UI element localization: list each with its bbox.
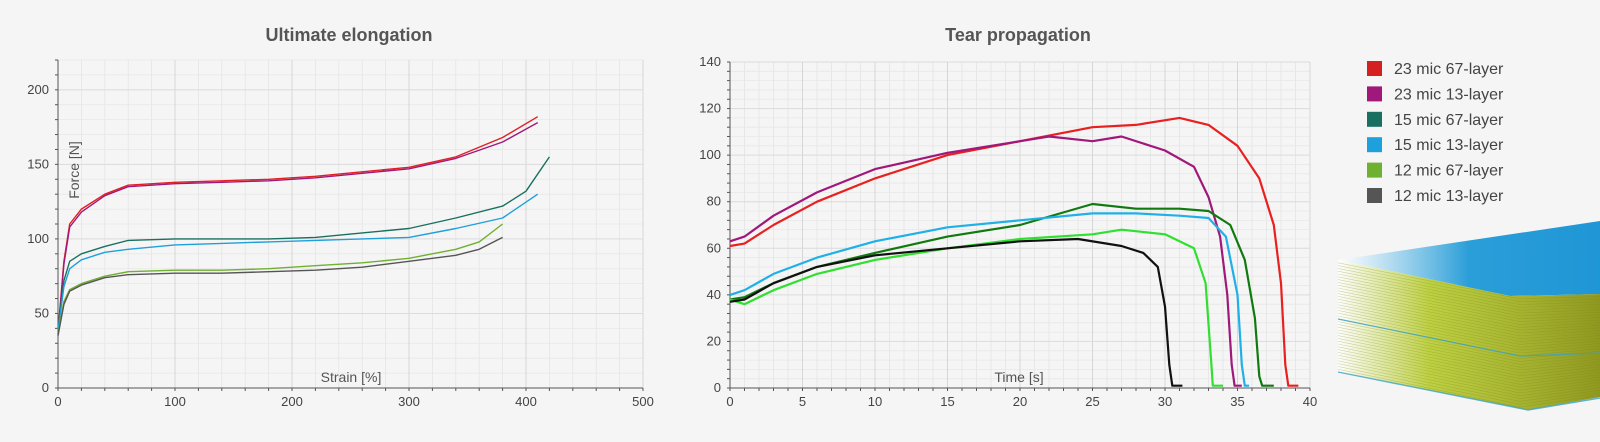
x-tick-label: 10 <box>868 394 882 409</box>
y-tick-label: 0 <box>42 380 49 395</box>
x-tick-label: 0 <box>726 394 733 409</box>
x-tick-label: 15 <box>940 394 954 409</box>
legend-swatch <box>1367 112 1382 127</box>
x-tick-label: 20 <box>1013 394 1027 409</box>
y-tick-label: 100 <box>699 147 721 162</box>
chart-ultimate-elongation: Ultimate elongation 0 100 200 300 400 500 0 50 1… <box>27 25 654 409</box>
legend: 23 mic 67-layer 23 mic 13-layer 15 mic 67-… <box>1367 61 1504 205</box>
legend-label: 23 mic 13-layer <box>1394 86 1504 103</box>
legend-swatch <box>1367 86 1382 101</box>
legend-swatch <box>1367 188 1382 203</box>
chart-tear-propagation: Tear propagation 0 5 10 15 20 25 30 35 40 0 20 40 60… <box>699 25 1317 409</box>
legend-swatch <box>1367 137 1382 152</box>
series-line <box>730 239 1182 386</box>
x-tick-label: 40 <box>1303 394 1317 409</box>
y-tick-label: 120 <box>699 101 721 116</box>
x-tick-label: 300 <box>398 394 420 409</box>
x-tick-label: 100 <box>164 394 186 409</box>
chart-title: Ultimate elongation <box>265 25 432 45</box>
legend-label: 12 mic 13-layer <box>1394 188 1504 205</box>
y-tick-label: 80 <box>707 194 721 209</box>
y-tick-label: 200 <box>27 82 49 97</box>
y-tick-label: 100 <box>27 231 49 246</box>
x-axis-label: Strain [%] <box>321 369 382 385</box>
y-tick-label: 20 <box>707 333 721 348</box>
x-tick-label: 200 <box>281 394 303 409</box>
series-line <box>58 123 538 335</box>
y-tick-label: 40 <box>707 287 721 302</box>
y-tick-label: 0 <box>714 380 721 395</box>
y-tick-label: 60 <box>707 240 721 255</box>
y-axis-label: Force [N] <box>66 141 82 199</box>
y-tick-label: 50 <box>35 305 49 320</box>
x-tick-label: 30 <box>1158 394 1172 409</box>
layered-film-icon <box>1338 221 1600 410</box>
x-tick-label: 500 <box>632 394 654 409</box>
x-tick-label: 25 <box>1085 394 1099 409</box>
x-axis-label: Time [s] <box>994 369 1043 385</box>
legend-label: 12 mic 67-layer <box>1394 163 1504 180</box>
legend-swatch <box>1367 61 1382 76</box>
x-tick-label: 5 <box>799 394 806 409</box>
legend-label: 15 mic 67-layer <box>1394 112 1504 129</box>
series-line <box>58 237 503 335</box>
legend-label: 15 mic 13-layer <box>1394 137 1504 154</box>
x-tick-label: 0 <box>54 394 61 409</box>
legend-label: 23 mic 67-layer <box>1394 61 1504 78</box>
y-tick-label: 150 <box>27 156 49 171</box>
series-line <box>58 224 503 334</box>
x-tick-label: 400 <box>515 394 537 409</box>
series-line <box>730 118 1298 386</box>
x-tick-label: 35 <box>1230 394 1244 409</box>
legend-swatch <box>1367 163 1382 178</box>
chart-title: Tear propagation <box>945 25 1091 45</box>
y-tick-label: 140 <box>699 54 721 69</box>
